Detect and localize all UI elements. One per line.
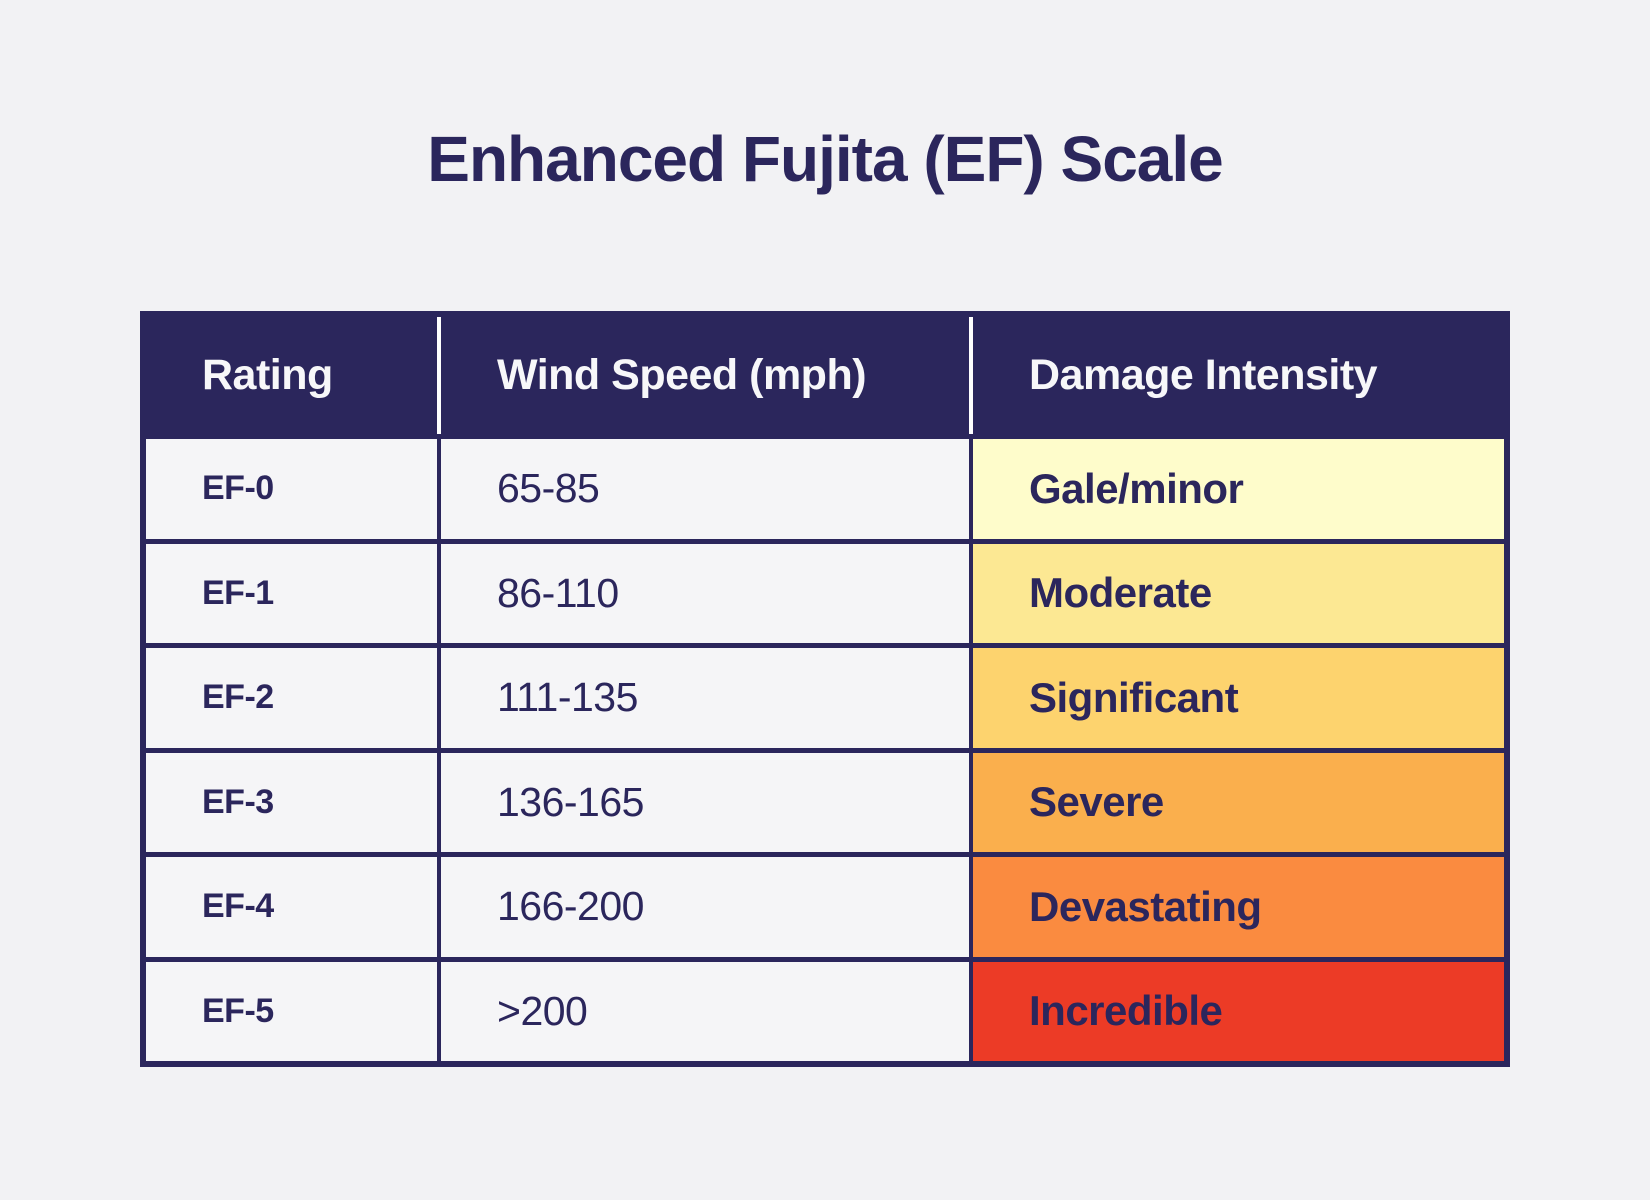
column-header-rating: Rating (146, 317, 437, 434)
ef0-wind-speed-cell: 65-85 (437, 434, 969, 539)
ef4-wind-speed-cell: 166-200 (437, 852, 969, 957)
ef2-rating-cell: EF-2 (146, 643, 437, 748)
ef1-wind-speed-cell: 86-110 (437, 538, 969, 643)
ef4-rating-cell: EF-4 (146, 852, 437, 957)
ef1-rating-cell: EF-1 (146, 538, 437, 643)
ef0-rating-cell: EF-0 (146, 434, 437, 539)
ef-scale-table: Rating Wind Speed (mph) Damage Intensity… (140, 311, 1510, 1067)
ef5-damage-cell: Incredible (969, 956, 1504, 1061)
ef0-damage-cell: Gale/minor (969, 434, 1504, 539)
ef5-rating-cell: EF-5 (146, 956, 437, 1061)
ef3-wind-speed-cell: 136-165 (437, 747, 969, 852)
column-header-damage-intensity: Damage Intensity (969, 317, 1504, 434)
column-header-wind-speed: Wind Speed (mph) (437, 317, 969, 434)
ef3-damage-cell: Severe (969, 747, 1504, 852)
ef2-wind-speed-cell: 111-135 (437, 643, 969, 748)
page-title: Enhanced Fujita (EF) Scale (427, 123, 1224, 195)
ef2-damage-cell: Significant (969, 643, 1504, 748)
ef4-damage-cell: Devastating (969, 852, 1504, 957)
ef5-wind-speed-cell: >200 (437, 956, 969, 1061)
ef3-rating-cell: EF-3 (146, 747, 437, 852)
ef1-damage-cell: Moderate (969, 538, 1504, 643)
